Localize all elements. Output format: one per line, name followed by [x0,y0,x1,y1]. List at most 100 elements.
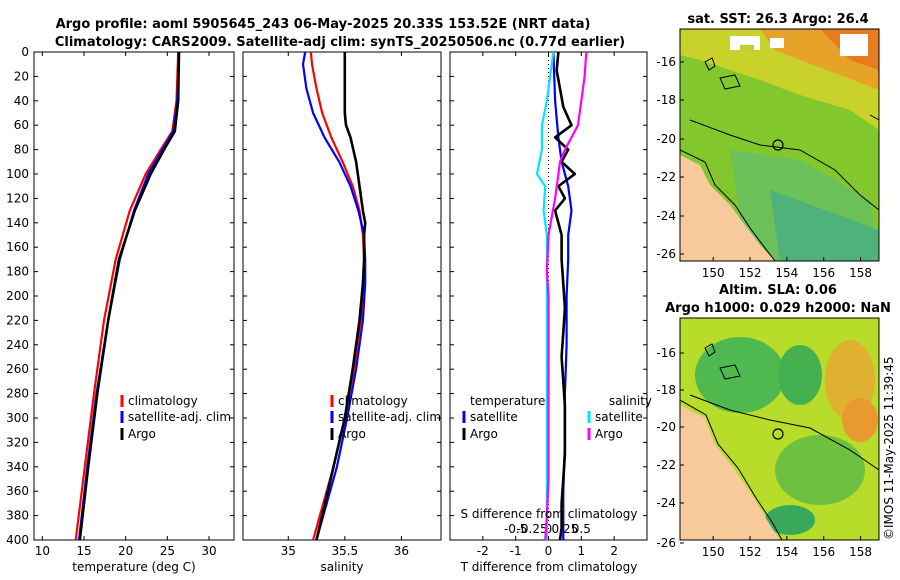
lon-tick-label: 156 [812,266,835,280]
legend-sargo-label: Argo [595,427,623,441]
legend-sat-label: satellite-adj. clim [128,410,231,424]
legend-targo-label: Argo [470,427,498,441]
x2-tick-label: -0.5 [504,522,527,536]
lat-tick-label: -24 [656,496,676,510]
depth-tick-label: 140 [6,216,29,230]
lon-tick-label: 158 [849,545,872,559]
x-tick-label: 25 [160,544,175,558]
series-line-3-3 [535,52,555,540]
x-tick-label: -2 [477,544,489,558]
x-tick-label: 15 [76,544,91,558]
salinity-xlabel: salinity [320,560,363,574]
series-line-3-2 [553,52,577,540]
depth-tick-label: 40 [14,94,29,108]
series-line-3-1 [552,52,573,540]
x-tick-label: 20 [118,544,133,558]
depth-tick-label: 380 [6,509,29,523]
depth-tick-label: 280 [6,387,29,401]
depth-tick-label: 340 [6,460,29,474]
legend-argo-label: Argo [128,427,156,441]
legend-sat-label: satellite-adj. clim [338,410,441,424]
temperature-legend: climatology satellite-adj. clim Argo [120,394,231,441]
panel-series [301,52,367,540]
series-line-3-4 [544,52,588,540]
legend-ssat-label: satellite [595,410,643,424]
legend-clim-label: climatology [338,394,408,408]
depth-tick-label: 100 [6,167,29,181]
x-tick-label: -1 [510,544,522,558]
depth-tick-label: 360 [6,484,29,498]
sla-map-title-line1: Altim. SLA: 0.06 [719,283,837,298]
lat-tick-label: -18 [656,383,676,397]
x-tick-label: 36 [394,544,409,558]
profile-plots: 10 15 20 25 30 35 35.5 36 -2 -1 0 1 2-0.5-0.250 0.250… [35,52,618,558]
sst-map-frame [679,28,880,262]
depth-axis: 0 20 40 60 80 100 120 140 160 180 200 220 240 260 280 3… [6,45,647,547]
lon-tick-label: 154 [775,545,798,559]
depth-tick-label: 160 [6,240,29,254]
x-tick-label: 2 [610,544,618,558]
lon-tick-label: 150 [702,545,725,559]
x-tick-label: 0 [545,544,553,558]
panel-series [535,52,588,540]
x2-tick-label: 0.5 [572,522,591,536]
lon-tick-label: 152 [739,545,762,559]
x2-tick-label: 0 [545,522,553,536]
lon-tick-label: 154 [775,266,798,280]
x-tick-label: 10 [35,544,50,558]
depth-tick-label: 200 [6,289,29,303]
depth-tick-label: 180 [6,265,29,279]
depth-tick-label: 300 [6,411,29,425]
series-line-1-1 [74,52,180,540]
x-tick-label: 1 [578,544,586,558]
difference-legend: temperature satellite Argo salinity sate… [462,394,652,441]
lon-tick-label: 150 [702,266,725,280]
depth-tick-label: 260 [6,362,29,376]
lat-tick-label: -16 [656,346,676,360]
imos-stamp: ©IMOS 11-May-2025 11:39:45 [882,356,896,540]
x2-tick-label: -0.25 [517,522,548,536]
x2-tick-label: 0.25 [552,522,579,536]
legend-temperature-heading: temperature [470,394,545,408]
depth-tick-label: 80 [14,143,29,157]
series-line-2-3 [315,52,367,540]
legend-clim-label: climatology [128,394,198,408]
depth-tick-label: 220 [6,313,29,327]
lat-tick-label: -18 [656,93,676,107]
series-line-1-3 [78,52,181,540]
lat-tick-label: -26 [656,247,676,261]
legend-argo-label: Argo [338,427,366,441]
lon-tick-label: 156 [812,545,835,559]
figure-title-line1: Argo profile: aoml 5905645_243 06-May-20… [56,17,591,32]
tdiff-xlabel: T difference from climatology [460,560,638,574]
lat-tick-label: -22 [656,458,676,472]
lat-tick-label: -26 [656,536,676,550]
sla-map-axes: 150 152 154 156 158 -16 -18 -20 -22 -24 -26 [656,346,872,559]
figure-title-line2: Climatology: CARS2009. Satellite-adj cli… [55,35,625,50]
depth-tick-label: 120 [6,191,29,205]
lon-tick-label: 158 [849,266,872,280]
legend-tsat-label: satellite [470,410,518,424]
lat-tick-label: -22 [656,170,676,184]
x-tick-label: 35 [281,544,296,558]
temperature-xlabel: temperature (deg C) [72,560,195,574]
depth-tick-label: 0 [21,45,29,59]
sst-map-title: sat. SST: 26.3 Argo: 26.4 [687,12,868,27]
depth-tick-label: 400 [6,533,29,547]
sdiff-xlabel: S difference from climatology [461,507,638,521]
x-tick-label: 30 [201,544,216,558]
depth-tick-label: 60 [14,118,29,132]
lon-tick-label: 152 [739,266,762,280]
lat-tick-label: -20 [656,420,676,434]
temperature-panel-frame [33,51,235,541]
sla-map-title-line2: Argo h1000: 0.029 h2000: NaN [665,301,891,316]
lat-tick-label: -16 [656,55,676,69]
series-line-1-2 [77,52,181,540]
legend-salinity-heading: salinity [609,394,652,408]
depth-tick-label: 20 [14,69,29,83]
x-tick-label: 35.5 [331,544,358,558]
sla-map-frame [679,317,880,541]
sst-map [680,29,879,261]
sst-map-axes: 150 152 154 156 158 -16 -18 -20 -22 -24 -26 [656,55,872,280]
panel-series [74,52,181,540]
